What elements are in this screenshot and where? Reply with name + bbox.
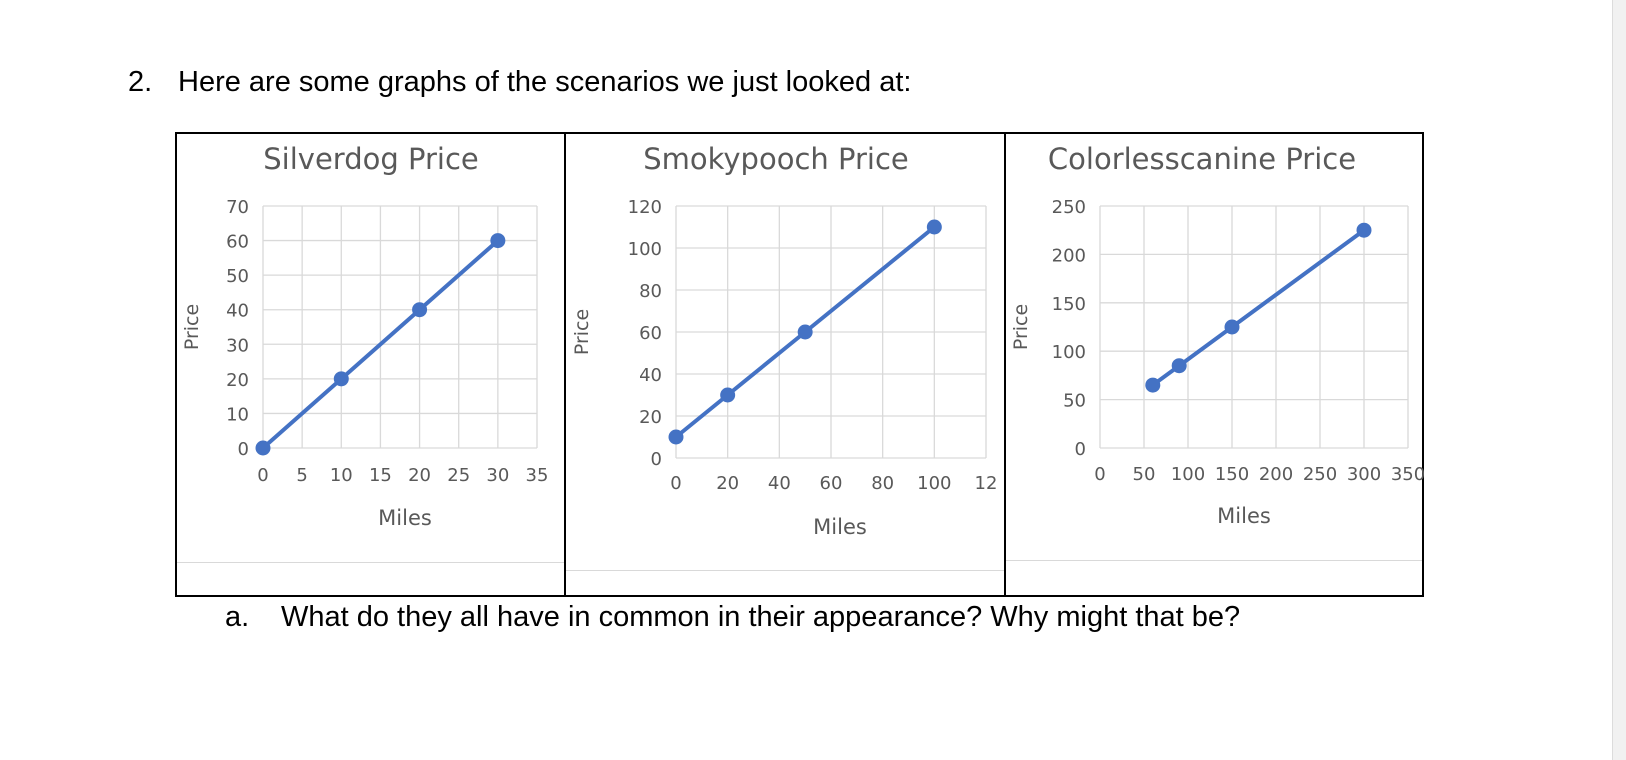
table-divider [1004,132,1006,597]
y-tick-label: 60 [639,323,662,344]
x-axis-label: Miles [378,506,432,530]
y-tick-label: 0 [651,449,662,470]
y-axis-label: Price [1010,304,1032,350]
y-tick-label: 10 [226,404,249,425]
question-text: Here are some graphs of the scenarios we… [178,66,912,98]
x-tick-label: 350 [1391,464,1425,485]
x-tick-label: 100 [1171,464,1205,485]
y-tick-label: 100 [628,239,662,260]
colorlesscanine-price-chart: Colorlesscanine Price 0 50 100 150 200 250 0 50 1… [1010,142,1425,528]
y-tick-label: 40 [639,365,662,386]
x-tick-label: 15 [369,465,392,486]
y-tick-label: 50 [226,266,249,287]
table-divider [564,132,566,597]
chart-title: Smokypooch Price [643,142,909,176]
y-axis-label: Price [571,309,593,355]
data-point [720,387,736,403]
x-tick-label: 20 [716,473,739,494]
x-tick-label: 0 [670,473,681,494]
data-point [412,302,428,318]
x-tick-label: 200 [1259,464,1293,485]
x-tick-label: 50 [1133,464,1156,485]
data-point [255,440,271,456]
x-tick-label: 100 [917,473,951,494]
x-axis-label: Miles [813,515,867,539]
data-point [1224,319,1240,335]
data-point [490,233,506,249]
x-tick-label: 60 [820,473,843,494]
x-tick-label: 300 [1347,464,1381,485]
x-tick-label: 0 [257,465,268,486]
y-tick-label: 250 [1052,197,1086,218]
x-axis-label: Miles [1217,504,1271,528]
y-tick-label: 80 [639,281,662,302]
x-tick-label: 80 [871,473,894,494]
data-point [797,324,813,340]
cell-bottom-border [1006,560,1422,561]
smokypooch-price-chart: Smokypooch Price 0 20 40 60 80 100 120 0 20 40 60 80… [571,142,998,539]
x-tick-label: 10 [330,465,353,486]
data-point [1171,358,1187,374]
series-line [674,225,936,439]
y-tick-label: 60 [226,232,249,253]
x-tick-label: 30 [486,465,509,486]
data-point [926,219,942,235]
x-tick-label: 25 [447,465,470,486]
chart-title: Silverdog Price [263,142,478,176]
y-axis-label: Price [181,304,203,350]
y-tick-label: 40 [226,301,249,322]
subquestion-text: What do they all have in common in their… [281,601,1241,633]
x-tick-label: 0 [1094,464,1105,485]
question-2: 2. Here are some graphs of the scenarios … [128,66,911,99]
cell-bottom-border [566,570,1004,571]
y-tick-label: 30 [226,335,249,356]
subquestion-a: a. What do they all have in common in the… [225,601,1240,634]
x-tick-label: 250 [1303,464,1337,485]
y-tick-label: 0 [1075,439,1086,460]
x-tick-label: 40 [768,473,791,494]
y-tick-label: 70 [226,197,249,218]
data-point [333,371,349,387]
cell-bottom-border [177,562,564,563]
subquestion-letter: a. [225,601,250,633]
y-tick-label: 20 [639,407,662,428]
y-tick-label: 20 [226,370,249,391]
scrollbar[interactable] [1612,0,1626,760]
x-tick-label: 20 [408,465,431,486]
series-line [1151,228,1366,387]
data-point [668,429,684,445]
x-tick-label: 5 [296,465,307,486]
chart-table [175,132,1424,597]
x-tick-label: 35 [526,465,549,486]
y-tick-label: 0 [238,439,249,460]
y-tick-label: 50 [1063,391,1086,412]
data-point [1145,377,1161,393]
y-tick-label: 150 [1052,294,1086,315]
x-tick-label: 150 [1215,464,1249,485]
data-point [1356,222,1372,238]
y-tick-label: 200 [1052,245,1086,266]
series-line [261,239,500,450]
silverdog-price-chart: Silverdog Price 0 10 20 30 40 50 60 70 0 5 10 15 20 25… [181,142,549,530]
question-number: 2. [128,66,153,98]
y-tick-label: 120 [628,197,662,218]
x-tick-label: 12 [975,473,998,494]
y-tick-label: 100 [1052,342,1086,363]
chart-title: Colorlesscanine Price [1048,142,1356,176]
